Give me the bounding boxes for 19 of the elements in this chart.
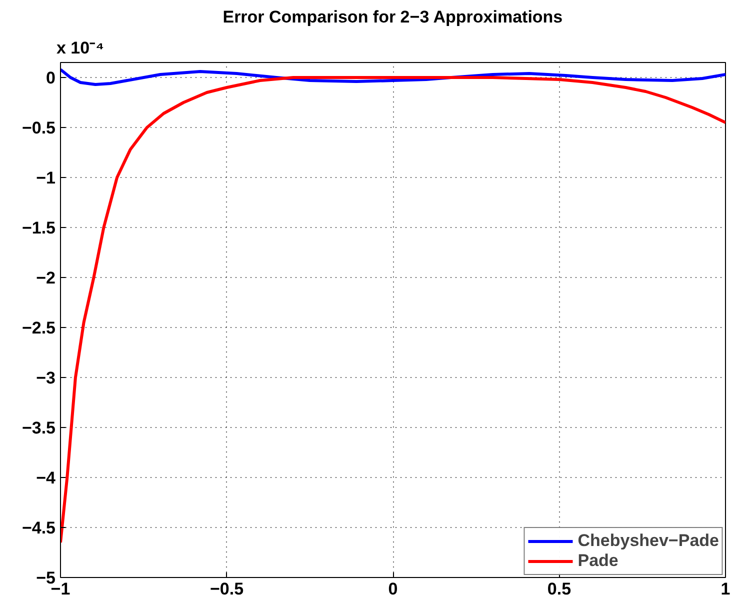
y-tick-label: −4	[36, 468, 56, 488]
x-tick-label: 0.5	[547, 580, 572, 598]
legend-label: Pade	[578, 551, 618, 571]
y-tick-label: −3	[36, 368, 56, 388]
x-tick-label: −0.5	[210, 580, 244, 598]
y-tick-label: −3.5	[22, 418, 56, 438]
chart-title: Error Comparison for 2−3 Approximations	[222, 8, 563, 26]
x-tick-label: 1	[720, 580, 730, 598]
line-series	[60, 68, 726, 86]
y-tick-label: 0	[46, 68, 56, 88]
text: x 10⁻⁴	[56, 38, 104, 58]
x-tick-label: 0	[388, 580, 398, 598]
y-tick-label: −1.5	[22, 218, 56, 238]
y-tick-label: −2.5	[22, 318, 56, 338]
y-tick-label: −1	[36, 168, 56, 188]
y-tick-label: −2	[36, 268, 56, 288]
y-tick-label: −0.5	[22, 118, 56, 138]
y-tick-label: −4.5	[22, 518, 56, 538]
legend-label: Chebyshev−Pade	[578, 531, 719, 551]
